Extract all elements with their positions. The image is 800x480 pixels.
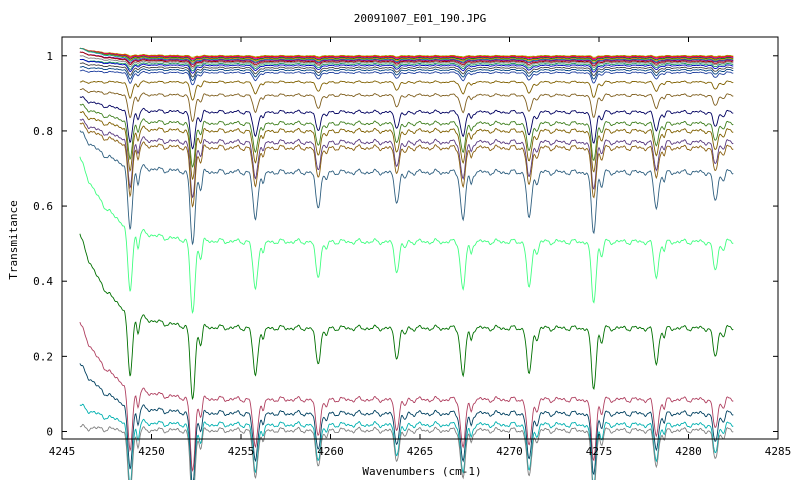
y-tick-label: 0 xyxy=(46,425,53,438)
spectrum-series xyxy=(79,47,734,63)
x-tick-label: 4260 xyxy=(317,445,344,458)
spectrum-series xyxy=(79,156,734,314)
chart-title: 20091007_E01_190.JPG xyxy=(354,12,486,25)
x-tick-label: 4250 xyxy=(138,445,165,458)
spectrum-series xyxy=(79,233,734,401)
spectrum-series xyxy=(79,47,734,58)
spectrum-series xyxy=(79,80,734,101)
x-tick-label: 4270 xyxy=(496,445,523,458)
spectrum-series xyxy=(79,69,734,86)
spectrum-series xyxy=(79,321,734,473)
x-tick-label: 4265 xyxy=(407,445,434,458)
x-axis-label: Wavenumbers (cm-1) xyxy=(362,465,481,478)
spectrum-series xyxy=(79,47,734,59)
y-tick-label: 0.4 xyxy=(33,275,53,288)
x-tick-label: 4285 xyxy=(765,445,792,458)
spectrum-series xyxy=(79,130,734,246)
spectrum-series xyxy=(79,55,734,69)
spectrum-series xyxy=(79,51,734,67)
x-tick-label: 4280 xyxy=(675,445,702,458)
spectrum-series xyxy=(79,88,734,123)
y-tick-label: 0.8 xyxy=(33,125,53,138)
spectrum-series xyxy=(79,423,734,480)
spectrum-series xyxy=(79,47,734,62)
spectrum-series xyxy=(79,122,734,208)
y-tick-label: 1 xyxy=(46,50,53,63)
x-tick-label: 4255 xyxy=(228,445,255,458)
x-tick-label: 4245 xyxy=(49,445,76,458)
spectrum-series xyxy=(79,62,734,78)
spectrum-series xyxy=(79,58,734,72)
spectrum-series xyxy=(79,66,734,82)
y-tick-label: 0.6 xyxy=(33,200,53,213)
spectrum-series xyxy=(79,110,734,181)
spectrum-series xyxy=(79,118,734,199)
spectrum-series xyxy=(79,58,734,74)
spectrum-series xyxy=(79,403,734,480)
series-layer xyxy=(79,47,734,480)
x-tick-label: 4275 xyxy=(586,445,613,458)
axis-layer: 4245 4250 4255 4260 4265 4270 4275 4280 4285 0 0.2… xyxy=(33,37,791,458)
spectrum-series xyxy=(79,47,734,61)
spectrum-series xyxy=(79,363,734,480)
y-tick-label: 0.2 xyxy=(33,350,53,363)
spectrum-series xyxy=(79,51,734,66)
y-axis-label: Transmitance xyxy=(7,200,20,279)
spectrum-series xyxy=(79,103,734,168)
spectrum-series xyxy=(79,96,734,150)
spectrum-series xyxy=(79,47,734,64)
